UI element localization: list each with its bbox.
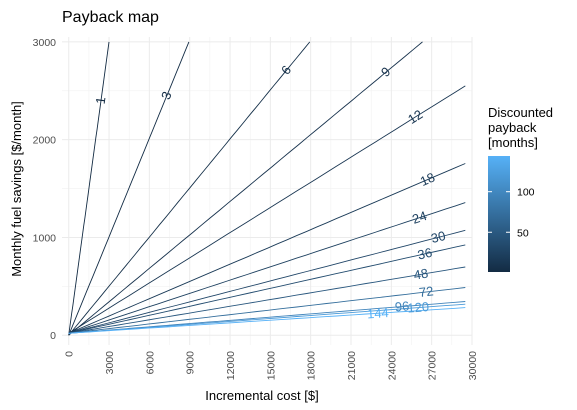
contour-label: 120 xyxy=(407,299,430,316)
contour-label: 48 xyxy=(412,265,429,282)
y-tick-label: 0 xyxy=(50,330,56,342)
y-axis-ticks: 0 1000 2000 3000 xyxy=(33,37,57,342)
legend-tick-label: 100 xyxy=(517,187,535,199)
grid-major xyxy=(62,37,473,345)
legend-ticks: 50 100 xyxy=(488,187,535,239)
contour-lines xyxy=(68,41,466,336)
contour-line xyxy=(68,85,466,334)
contour-label: 30 xyxy=(429,228,447,246)
y-tick-label: 3000 xyxy=(33,37,57,49)
x-tick-label: 0 xyxy=(64,351,76,357)
legend-title-line-2: payback xyxy=(488,120,537,135)
contour-line xyxy=(68,307,466,334)
x-tick-label: 3000 xyxy=(104,351,116,375)
legend-title-line-3: [months] xyxy=(488,135,538,150)
x-axis-ticks: 0 3000 6000 9000 12000 15000 18000 21000 24000 27… xyxy=(64,351,479,380)
y-tick-label: 2000 xyxy=(33,135,57,147)
x-tick-label: 24000 xyxy=(386,351,398,380)
plot-background xyxy=(62,37,472,345)
contour-line xyxy=(68,244,466,334)
x-tick-label: 15000 xyxy=(265,351,277,380)
contour-line xyxy=(68,41,423,336)
contour-line xyxy=(68,41,110,336)
x-tick-label: 30000 xyxy=(467,351,479,380)
legend-title-line-1: Discounted xyxy=(488,105,553,120)
contour-label: 1 xyxy=(93,96,109,105)
contour-line xyxy=(68,266,466,334)
x-axis-title: Incremental cost [$] xyxy=(205,388,318,403)
legend-tick-label: 50 xyxy=(517,227,529,239)
x-tick-label: 21000 xyxy=(346,351,358,380)
contour-line xyxy=(68,41,190,336)
contour-label: 144 xyxy=(367,305,390,321)
contour-line xyxy=(68,202,466,334)
chart-title: Payback map xyxy=(62,9,159,26)
x-tick-label: 12000 xyxy=(225,351,237,380)
y-axis-title: Monthly fuel savings [$/month] xyxy=(9,101,24,277)
x-tick-label: 9000 xyxy=(185,351,197,375)
contour-line xyxy=(68,229,466,334)
contour-line xyxy=(68,163,466,334)
legend: Discounted payback [months] 50 100 xyxy=(488,105,553,272)
x-tick-label: 18000 xyxy=(306,351,318,380)
contour-label: 36 xyxy=(416,245,433,263)
x-tick-label: 6000 xyxy=(144,351,156,375)
contour-label: 24 xyxy=(410,208,428,227)
contour-line xyxy=(68,301,466,334)
contour-line xyxy=(68,287,466,334)
contour-line xyxy=(68,303,466,334)
contour-label: 72 xyxy=(418,283,434,300)
legend-colorbar xyxy=(488,156,510,272)
contour-label: 12 xyxy=(405,107,425,127)
contour-line xyxy=(68,41,311,336)
contour-label: 96 xyxy=(394,298,410,314)
x-tick-label: 27000 xyxy=(427,351,439,380)
y-tick-label: 1000 xyxy=(33,232,57,244)
contour-label: 18 xyxy=(418,170,437,190)
